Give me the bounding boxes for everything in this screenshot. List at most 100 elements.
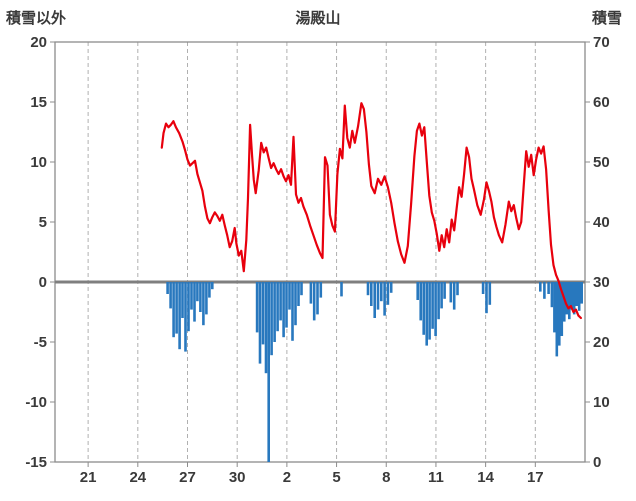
bar — [279, 282, 282, 321]
y-left-tick-label: 15 — [30, 94, 47, 111]
bar — [380, 282, 383, 302]
bar — [485, 282, 488, 314]
y-right-tick-label: 40 — [593, 214, 610, 231]
y-right-tick-label: 10 — [593, 394, 610, 411]
x-tick-label: 11 — [428, 469, 444, 486]
bar — [558, 282, 561, 346]
bar — [560, 282, 564, 336]
left-axis-title: 積雪以外 — [6, 10, 67, 27]
bar — [580, 282, 583, 304]
y-left-tick-label: -5 — [34, 334, 47, 351]
bar — [190, 282, 193, 310]
bar — [481, 282, 485, 294]
bar — [270, 282, 273, 356]
bar — [264, 282, 268, 374]
bar — [443, 282, 446, 299]
bar — [572, 282, 576, 315]
bar — [172, 282, 175, 338]
bar — [175, 282, 178, 334]
bar — [425, 282, 428, 346]
bar — [568, 282, 571, 320]
x-tick-label: 8 — [382, 469, 390, 486]
bar — [199, 282, 202, 312]
y-left-tick-label: -10 — [25, 394, 47, 411]
bar — [181, 282, 184, 318]
bar — [166, 282, 169, 294]
bar — [553, 282, 556, 333]
y-left-tick-label: 20 — [30, 34, 47, 51]
y-right-tick-label: 60 — [593, 94, 610, 111]
bar — [205, 282, 208, 315]
bar — [449, 282, 453, 303]
bar — [211, 282, 214, 290]
bar — [184, 282, 187, 352]
right-axis-title: 積雪 — [591, 10, 622, 27]
bar — [555, 282, 559, 357]
bar — [258, 282, 262, 364]
bar — [285, 282, 288, 328]
x-tick-label: 2 — [283, 469, 291, 486]
bar — [456, 282, 459, 296]
bar-series — [166, 282, 583, 462]
bar — [288, 282, 291, 310]
bar — [543, 282, 546, 299]
bar — [370, 282, 373, 306]
x-tick-label: 5 — [332, 469, 340, 486]
bar — [422, 282, 425, 335]
bar — [577, 282, 581, 311]
bar — [196, 282, 199, 302]
bar — [376, 282, 380, 310]
bar — [488, 282, 492, 305]
x-tick-label: 24 — [129, 469, 146, 486]
bar — [440, 282, 443, 309]
x-tick-label: 14 — [477, 469, 494, 486]
bar — [309, 282, 313, 304]
chart-title: 湯殿山 — [295, 10, 341, 27]
bar — [282, 282, 285, 338]
bar — [437, 282, 440, 320]
bar — [319, 282, 323, 298]
bar — [575, 282, 578, 306]
bar — [169, 282, 172, 309]
bar — [431, 282, 434, 329]
y-left-tick-label: -15 — [25, 454, 47, 471]
bar — [389, 282, 393, 293]
bar — [428, 282, 431, 340]
bar — [273, 282, 276, 342]
bar — [316, 282, 319, 315]
x-tick-label: 21 — [80, 469, 97, 486]
line-series — [160, 102, 582, 320]
bar — [340, 282, 343, 297]
x-tick-label: 27 — [179, 469, 196, 486]
bar — [300, 282, 303, 296]
bar — [416, 282, 419, 300]
bar — [366, 282, 370, 296]
y-left-tick-label: 0 — [39, 274, 47, 291]
bar — [386, 282, 390, 305]
bar — [276, 282, 279, 332]
x-tick-label: 17 — [527, 469, 544, 486]
bar — [178, 282, 181, 350]
bar — [452, 282, 456, 310]
bar — [267, 282, 270, 462]
x-tick-label: 30 — [229, 469, 246, 486]
bar — [373, 282, 376, 318]
bar — [434, 282, 437, 336]
bar — [550, 282, 554, 308]
plot-border — [54, 41, 586, 463]
bar — [187, 282, 190, 332]
y-right-tick-label: 20 — [593, 334, 610, 351]
bar — [383, 282, 386, 316]
bar — [570, 282, 574, 310]
bar — [193, 282, 196, 322]
bar — [297, 282, 300, 306]
y-left-tick-label: 10 — [30, 154, 47, 171]
bar — [261, 282, 265, 345]
bar — [312, 282, 316, 321]
y-left-tick-label: 5 — [39, 214, 47, 231]
y-right-tick-label: 50 — [593, 154, 610, 171]
bar — [539, 282, 542, 292]
y-right-tick-label: 0 — [593, 454, 601, 471]
bar — [294, 282, 297, 326]
